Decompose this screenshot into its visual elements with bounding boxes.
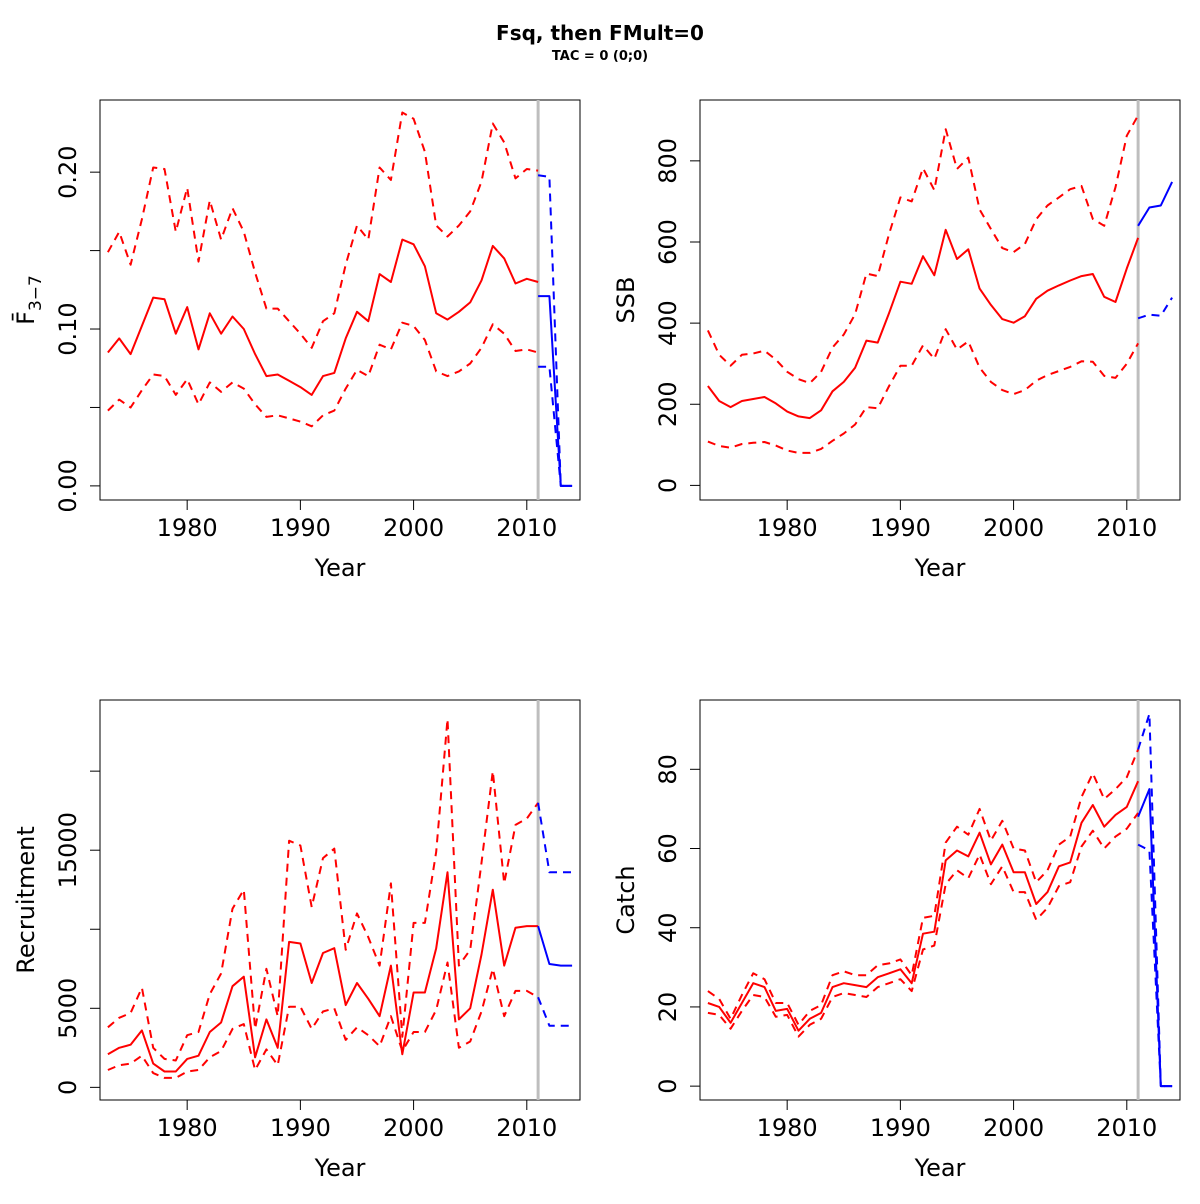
forecast-estimate-line [1137, 788, 1173, 1088]
forecast-ci-line [1137, 297, 1173, 320]
historic-ci-line [107, 111, 539, 349]
y-tick-label: 0 [654, 1078, 682, 1093]
panel-ssb: 1980 1990 2000 2010 Year 0 200 400 600 800 SSB [612, 99, 1181, 582]
historic-ci-line [107, 961, 539, 1079]
plot-frame [99, 699, 581, 1101]
x-axis: 1980 1990 2000 2010 [757, 1099, 1157, 1142]
panel-recruitment: 1980 1990 2000 2010 Year 0 5000 15000 Recruitmen… [12, 699, 581, 1182]
y-axis-label-subscript: 3−7 [26, 275, 46, 311]
x-axis-label: Year [314, 554, 366, 582]
y-tick-label: 400 [654, 300, 682, 346]
historic-ci-line [706, 114, 1139, 385]
forecast-ci-line [1137, 712, 1173, 1088]
forecast-ci-line [538, 365, 573, 487]
historic-ci-line [707, 328, 1139, 454]
x-tick-label: 2010 [1096, 1114, 1157, 1142]
plot-frame [99, 99, 581, 501]
historic-ci-line [107, 321, 539, 428]
y-axis-label: SSB [612, 277, 640, 324]
x-tick-label: 1980 [757, 1114, 818, 1142]
x-axis: 1980 1990 2000 2010 [157, 499, 557, 542]
x-axis-label: Year [314, 1154, 366, 1182]
y-axis-label-main: F̄ [11, 311, 40, 325]
figure-title: Fsq, then FMult=0 [496, 21, 704, 45]
x-tick-label: 1980 [157, 514, 218, 542]
forecast-estimate-line [537, 925, 573, 967]
x-tick-label: 2010 [496, 514, 557, 542]
x-tick-label: 1990 [870, 1114, 931, 1142]
plot-frame [699, 99, 1181, 501]
x-axis: 1980 1990 2000 2010 [157, 1099, 557, 1142]
x-tick-label: 1990 [870, 514, 931, 542]
forecast-estimate-line [1137, 181, 1174, 227]
forecast-ci-line [1137, 843, 1173, 1088]
y-tick-label: 15000 [54, 812, 82, 888]
historic-estimate-line [707, 780, 1140, 1032]
x-axis: 1980 1990 2000 2010 [757, 499, 1157, 542]
y-axis: 0.00 0.10 0.20 [54, 145, 101, 513]
y-tick-label: 600 [654, 219, 682, 265]
x-axis-label: Year [914, 1154, 966, 1182]
historic-estimate-line [107, 871, 539, 1073]
x-tick-label: 1990 [270, 1114, 331, 1142]
y-tick-label: 80 [654, 754, 682, 785]
figure-subtitle: TAC = 0 (0;0) [552, 49, 648, 64]
panel-catch: 1980 1990 2000 2010 Year 0 20 40 60 80 Catch [612, 699, 1181, 1182]
y-axis-label: Recruitment [12, 826, 40, 973]
x-tick-label: 1990 [270, 514, 331, 542]
y-tick-label: 0 [54, 1080, 82, 1095]
forecast-ci-line [537, 802, 573, 874]
y-tick-label: 40 [654, 912, 682, 943]
x-tick-label: 2000 [383, 514, 444, 542]
y-tick-label: 0 [654, 478, 682, 493]
x-tick-label: 2010 [1096, 514, 1157, 542]
historic-ci-line [707, 749, 1140, 1026]
x-axis-label: Year [914, 554, 966, 582]
y-axis-label: Catch [612, 865, 640, 934]
y-tick-label: 0.20 [54, 145, 82, 198]
y-axis: 0 20 40 60 80 [654, 754, 701, 1094]
y-axis-label: F̄3−7 [11, 275, 46, 325]
historic-estimate-line [107, 238, 539, 396]
x-tick-label: 1980 [157, 1114, 218, 1142]
historic-ci-line [707, 812, 1139, 1038]
x-tick-label: 2000 [983, 1114, 1044, 1142]
y-tick-label: 60 [654, 833, 682, 864]
forecast-ci-line [537, 996, 573, 1027]
y-tick-label: 0.00 [54, 459, 82, 512]
forecast-ci-line [537, 174, 573, 487]
y-axis: 0 200 400 600 800 [654, 138, 701, 493]
historic-estimate-line [707, 228, 1140, 420]
y-tick-label: 800 [654, 138, 682, 184]
y-axis: 0 5000 15000 [54, 770, 101, 1095]
x-tick-label: 2010 [496, 1114, 557, 1142]
y-tick-label: 20 [654, 992, 682, 1023]
y-tick-label: 200 [654, 381, 682, 427]
y-tick-label: 5000 [54, 978, 82, 1039]
x-tick-label: 2000 [983, 514, 1044, 542]
panel-fbar: 1980 1990 2000 2010 Year 0.00 0.10 0.20 F̄3−7 [11, 99, 581, 582]
x-tick-label: 2000 [383, 1114, 444, 1142]
x-tick-label: 1980 [757, 514, 818, 542]
y-tick-label: 0.10 [54, 302, 82, 355]
historic-ci-line [107, 718, 539, 1062]
